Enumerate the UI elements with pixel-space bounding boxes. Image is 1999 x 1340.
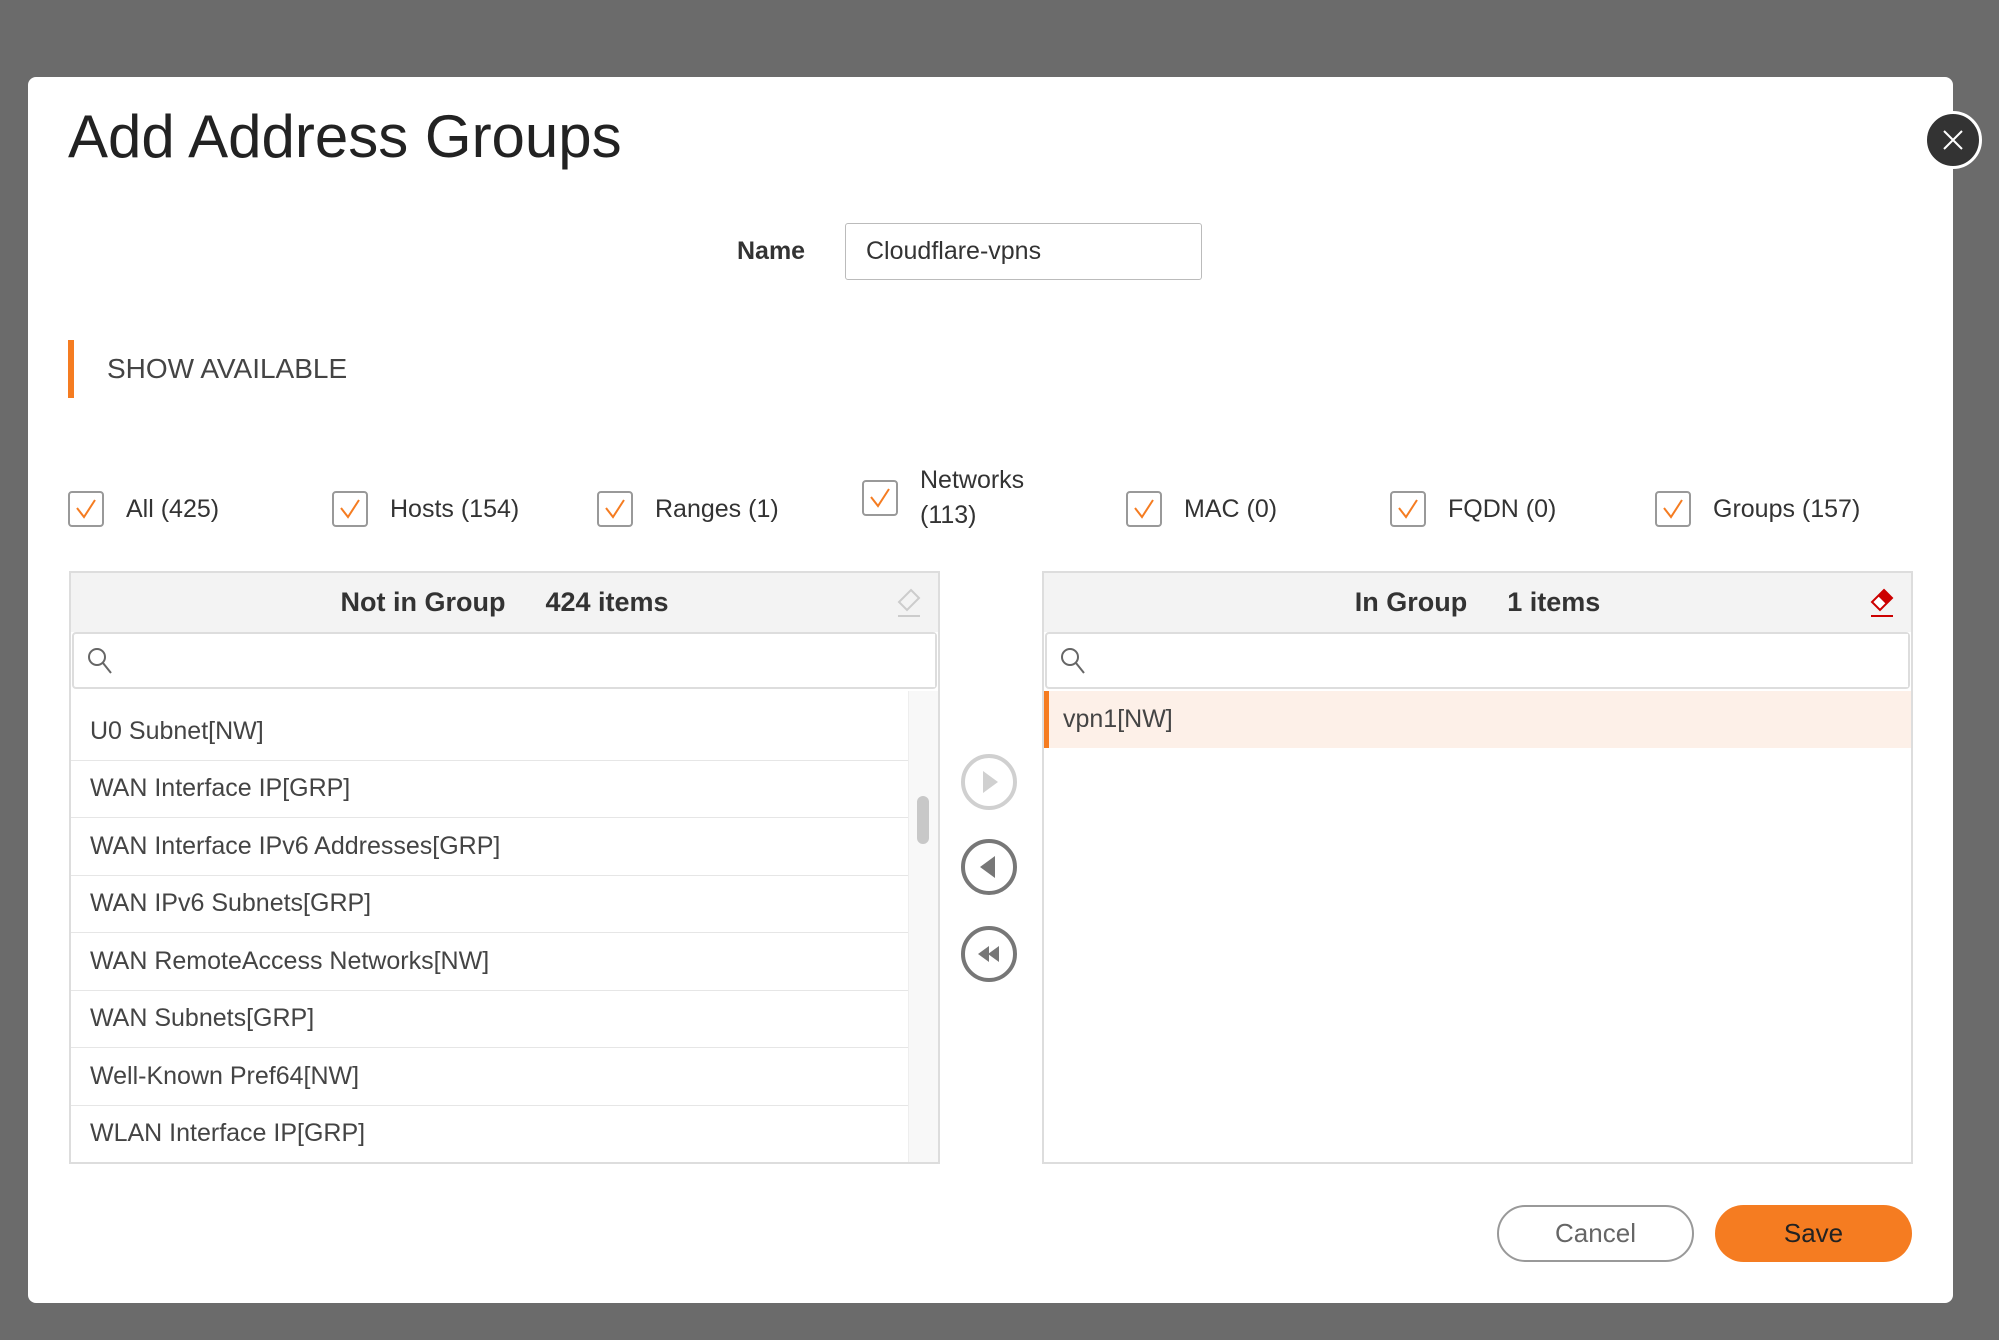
filter-checkbox[interactable]: MAC (0) — [1126, 491, 1277, 527]
filter-label: Groups (157) — [1713, 494, 1861, 523]
cancel-button[interactable]: Cancel — [1497, 1205, 1694, 1262]
name-label: Name — [737, 237, 806, 265]
filter-label: All (425) — [126, 494, 220, 523]
filter-label: MAC (0) — [1184, 494, 1278, 523]
in-group-panel: In Group 1 items vpn1[NW] — [1042, 571, 1913, 1164]
list-item[interactable]: WAN IPv6 Subnets[GRP] — [71, 876, 908, 933]
checkmark-icon — [1398, 499, 1418, 519]
filter-checkbox[interactable]: FQDN (0) — [1390, 491, 1556, 527]
item-count: 424 items — [545, 587, 669, 617]
filter-label: FQDN (0) — [1448, 494, 1557, 523]
not-in-group-header: Not in Group 424 items — [71, 573, 938, 632]
filter-label: Ranges (1) — [655, 494, 779, 523]
checkbox[interactable] — [597, 491, 633, 527]
in-group-search[interactable] — [1045, 632, 1910, 689]
list-item[interactable]: U0 Subnet[NW] — [71, 703, 908, 761]
checkmark-icon — [340, 499, 360, 519]
eraser-icon[interactable] — [894, 587, 924, 619]
checkmark-icon — [76, 499, 96, 519]
not-in-group-search-input[interactable] — [122, 634, 935, 687]
show-available-heading: SHOW AVAILABLE — [107, 353, 348, 384]
not-in-group-panel: Not in Group 424 items U0 Subnet[NW] WAN … — [69, 571, 940, 1164]
checkmark-icon — [1134, 499, 1154, 519]
close-icon — [1943, 130, 1963, 150]
scrollbar-thumb[interactable] — [917, 796, 929, 844]
checkbox[interactable] — [332, 491, 368, 527]
filter-checkbox[interactable]: Ranges (1) — [597, 491, 779, 527]
close-button[interactable] — [1924, 111, 1982, 169]
panel-title: Not in Group — [340, 587, 506, 617]
list-item[interactable]: WAN Subnets[GRP] — [71, 991, 908, 1048]
list-item[interactable]: WLAN Interface IP[GRP] — [71, 1106, 908, 1163]
checkbox[interactable] — [68, 491, 104, 527]
filter-checkbox[interactable]: Hosts (154) — [332, 491, 519, 527]
dialog-title: Add Address Groups — [68, 103, 622, 170]
add-address-groups-dialog: Add Address Groups Name SHOW AVAILABLE A… — [28, 77, 1982, 1303]
not-in-group-search[interactable] — [72, 632, 937, 689]
list-item[interactable]: WAN RemoteAccess Networks[NW] — [71, 933, 908, 991]
save-button[interactable]: Save — [1715, 1205, 1912, 1262]
list-item[interactable]: WAN Interface IP[GRP] — [71, 761, 908, 818]
section-accent-bar — [68, 340, 74, 398]
list-item[interactable]: Well-Known Pref64[NW] — [71, 1048, 908, 1106]
add-to-group-button[interactable] — [960, 753, 1018, 811]
filter-checkbox[interactable]: Networks (113) — [862, 463, 1040, 533]
in-group-header: In Group 1 items — [1044, 573, 1911, 632]
list-item-selected[interactable]: vpn1[NW] — [1044, 691, 1911, 748]
checkmark-icon — [1663, 499, 1683, 519]
filter-label: Networks (113) — [920, 466, 1025, 529]
in-group-search-input[interactable] — [1095, 634, 1908, 687]
scrollbar[interactable] — [908, 691, 938, 1162]
search-icon — [88, 647, 112, 674]
eraser-icon[interactable] — [1867, 587, 1897, 619]
checkbox[interactable] — [1390, 491, 1426, 527]
name-input[interactable] — [845, 223, 1202, 280]
checkmark-icon — [870, 488, 890, 508]
checkbox[interactable] — [862, 480, 898, 516]
search-icon — [1061, 647, 1085, 674]
checkmark-icon — [605, 499, 625, 519]
item-count: 1 items — [1507, 587, 1601, 617]
panel-title: In Group — [1354, 587, 1468, 617]
filter-checkbox[interactable]: Groups (157) — [1655, 491, 1860, 527]
filter-label: Hosts (154) — [390, 494, 520, 523]
remove-from-group-button[interactable] — [960, 838, 1018, 896]
filter-checkbox[interactable]: All (425) — [68, 491, 219, 527]
list-item[interactable]: WAN Interface IPv6 Addresses[GRP] — [71, 818, 908, 876]
checkbox[interactable] — [1655, 491, 1691, 527]
checkbox[interactable] — [1126, 491, 1162, 527]
remove-all-button[interactable] — [960, 925, 1018, 983]
